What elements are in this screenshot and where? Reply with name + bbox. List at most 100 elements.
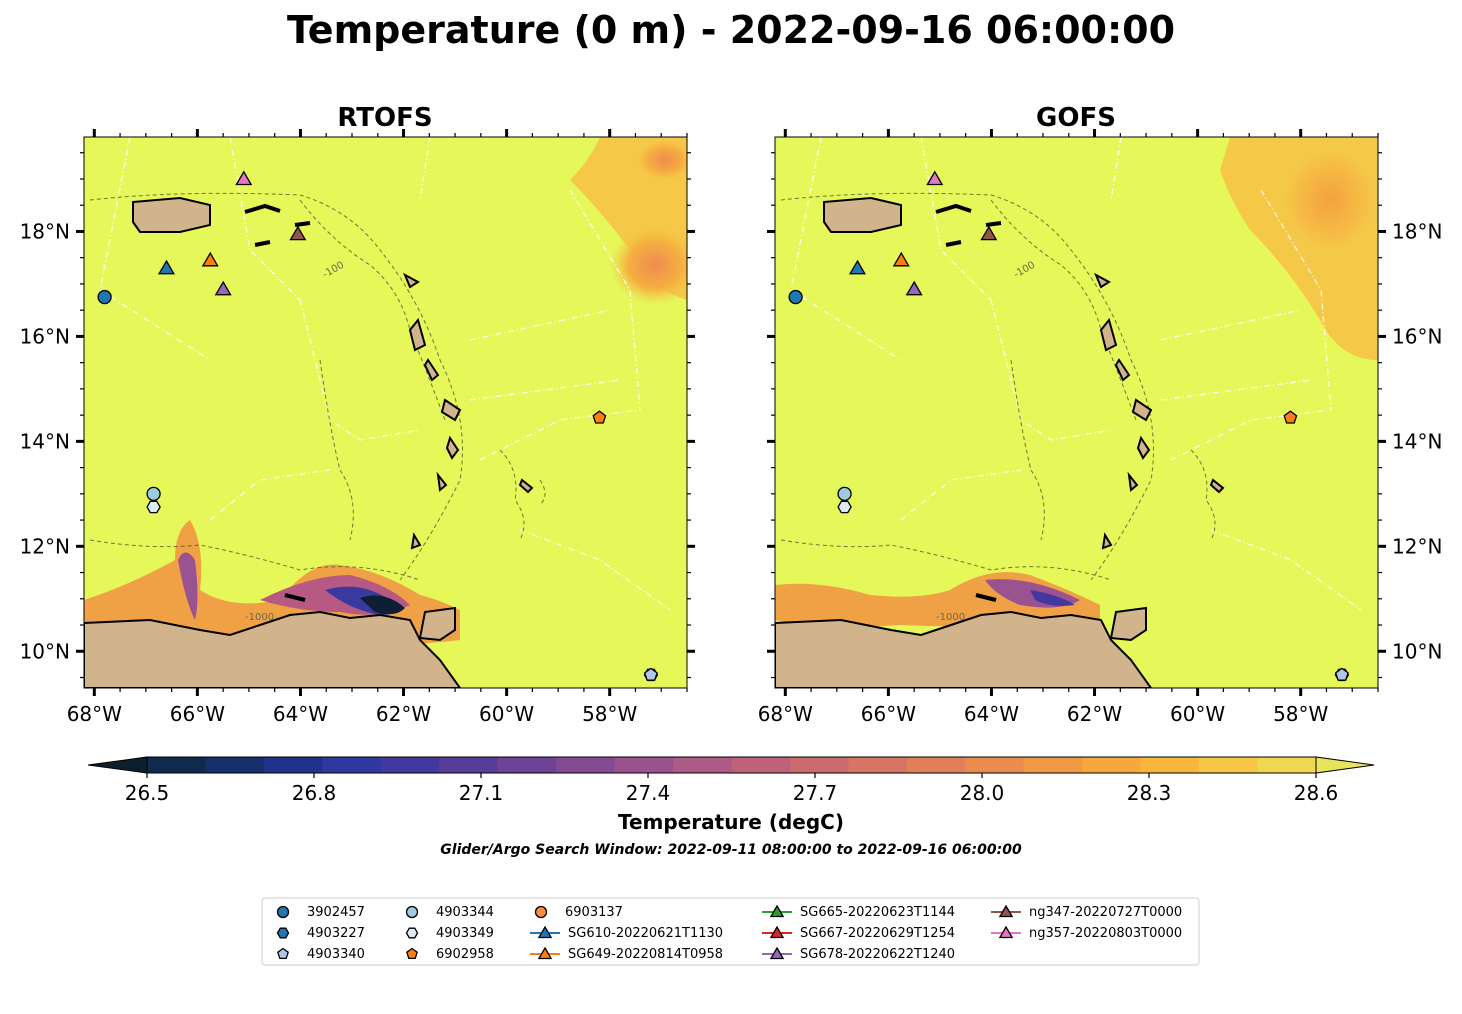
legend-marker: [769, 904, 785, 918]
legend-entry: 6903137: [534, 905, 623, 920]
legend-marker: [534, 905, 548, 919]
island: [284, 593, 306, 602]
colorbar-swatch: [906, 757, 966, 773]
y-tick-label: 18°N: [20, 219, 70, 243]
legend-marker: [277, 947, 289, 960]
colorbar-tick-label: 26.5: [125, 781, 170, 805]
bathymetry-contours: [780, 192, 1216, 581]
y-tick-label: 10°N: [1392, 639, 1442, 663]
eez-boundaries: [99, 137, 671, 611]
colorbar-tick-label: 28.3: [1127, 781, 1172, 805]
legend-entry: SG665-20220623T1144: [762, 904, 955, 920]
legend-entry: SG649-20220814T0958: [530, 946, 723, 962]
dominica: [1114, 358, 1131, 382]
legend-entry: SG667-20220629T1254: [762, 925, 955, 941]
legend-entry: 4903349: [405, 926, 494, 941]
y-tick-label: 14°N: [1392, 429, 1442, 453]
axis-ticks-gofs: 68°W 66°W 64°W 62°W 60°W 58°W 10°N 12°N 14°N 16°N…: [758, 129, 1442, 726]
legend-marker: [769, 925, 785, 939]
marker-6902958: [592, 410, 607, 424]
colorbar-swatch: [205, 757, 265, 773]
colorbar-tick-label: 28.0: [960, 781, 1005, 805]
x-tick-label: 62°W: [376, 702, 431, 726]
x-tick-label: 64°W: [273, 702, 328, 726]
legend-label: SG678-20220622T1240: [800, 947, 955, 962]
island: [985, 221, 1002, 227]
y-tick-label: 16°N: [1392, 324, 1442, 348]
warm-eddy: [610, 225, 687, 305]
barbados: [518, 478, 534, 494]
colorbar-swatch: [439, 757, 499, 773]
x-tick-label: 58°W: [1273, 702, 1328, 726]
legend-marker: [276, 905, 290, 919]
trinidad: [418, 606, 456, 642]
marker-4903349: [837, 500, 852, 514]
legend-entry: ng347-20220727T0000: [991, 904, 1182, 920]
colorbar-tick-label: 27.4: [626, 781, 671, 805]
marker-SG678-20220622T1240: [214, 280, 232, 296]
map-area-gofs: -100 -1000: [775, 137, 1378, 688]
legend-label: 6903137: [565, 905, 623, 920]
marker-ng357-20220803T0000: [235, 170, 253, 186]
marker-SG610-20220621T1130: [157, 259, 175, 275]
map-area-rtofs: -100 -1000: [84, 137, 687, 688]
search-window-caption: Glider/Argo Search Window: 2022-09-11 08…: [440, 842, 1022, 858]
marker-4903344: [837, 486, 852, 501]
cold-core: [360, 595, 405, 615]
colorbar-swatch: [497, 757, 557, 773]
legend-label: ng357-20220803T0000: [1029, 926, 1182, 941]
legend-entry: 4903340: [277, 947, 365, 962]
grenada: [1101, 532, 1113, 550]
x-tick-label: 66°W: [170, 702, 225, 726]
map-frame: [774, 136, 1379, 689]
legend-marker: [276, 927, 290, 939]
colorbar-tick-label: 27.1: [459, 781, 504, 805]
legend-label: 4903344: [436, 905, 494, 920]
colorbar-tick-label: 28.6: [1294, 781, 1339, 805]
warm-eddy: [1275, 140, 1378, 260]
marker-4903340: [643, 667, 658, 681]
colorbar-swatch: [965, 757, 1025, 773]
cool-plume: [178, 552, 198, 620]
panel-title-gofs: GOFS: [1036, 103, 1116, 133]
y-tick-label: 10°N: [20, 639, 70, 663]
x-tick-label: 58°W: [582, 702, 637, 726]
x-tick-label: 60°W: [479, 702, 534, 726]
legend-entry: 4903344: [405, 905, 494, 920]
colorbar-swatch: [673, 757, 733, 773]
y-tick-label: 12°N: [20, 534, 70, 558]
south-america-coast: [84, 610, 462, 688]
legend-entry: 6902958: [406, 947, 494, 962]
legend-entry: 4903227: [276, 926, 365, 941]
legend-label: 3902457: [307, 905, 365, 920]
martinique: [1131, 398, 1153, 422]
st-croix: [945, 240, 962, 247]
marker-ng347-20220727T0000: [289, 225, 307, 241]
colorbar-swatch: [1082, 757, 1142, 773]
marker-SG610-20220621T1130: [848, 259, 866, 275]
cold-core: [1030, 590, 1075, 606]
legend-label: 6902958: [436, 947, 494, 962]
legend-entry: ng357-20220803T0000: [991, 925, 1182, 941]
colorbar-swatch: [556, 757, 616, 773]
legend-label: SG665-20220623T1144: [800, 905, 955, 920]
map-frame: [83, 136, 688, 689]
trinidad: [1109, 606, 1147, 642]
island: [1093, 272, 1111, 289]
legend-marker: [537, 946, 553, 960]
x-tick-label: 68°W: [67, 702, 122, 726]
y-tick-label: 12°N: [1392, 534, 1442, 558]
legend-marker: [405, 927, 419, 939]
st-croix: [254, 240, 271, 247]
st-lucia: [445, 435, 460, 460]
guadeloupe: [1099, 317, 1118, 352]
colorbar-tick-label: 26.8: [292, 781, 337, 805]
virgin-islands: [935, 203, 972, 214]
legend-label: ng347-20220727T0000: [1029, 905, 1182, 920]
island: [294, 221, 311, 227]
grenada: [410, 532, 422, 550]
figure-title: Temperature (0 m) - 2022-09-16 06:00:00: [287, 8, 1175, 52]
dominica: [423, 358, 440, 382]
panel-rtofs: RTOFS: [20, 103, 695, 726]
marker-4903340: [1334, 667, 1349, 681]
